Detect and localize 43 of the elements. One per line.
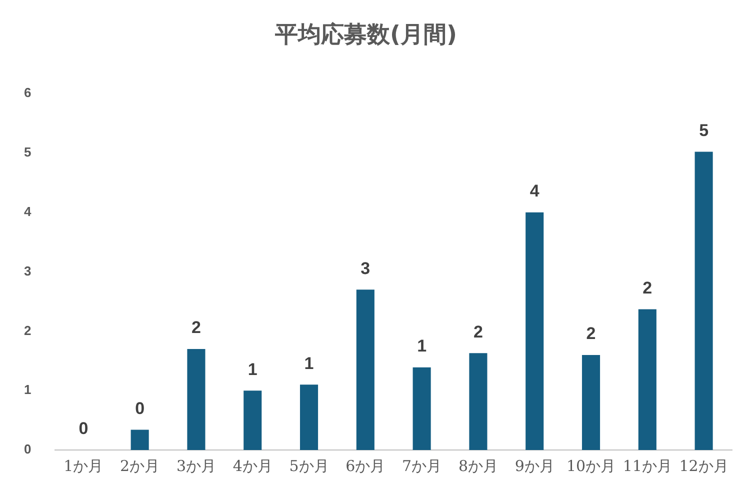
data-label: 2 [191, 318, 201, 338]
data-label: 2 [473, 322, 483, 342]
y-tick-label: 5 [24, 144, 32, 160]
bar [130, 430, 149, 450]
bar [582, 354, 600, 450]
y-tick-label: 4 [24, 204, 32, 219]
data-label: 4 [530, 182, 540, 201]
bar [244, 390, 262, 450]
bar [694, 152, 713, 450]
bar [526, 212, 544, 450]
bar [638, 309, 656, 450]
x-tick-label: 9か月 [514, 456, 554, 475]
x-tick-label: 6か月 [346, 456, 386, 475]
bar [356, 290, 374, 450]
data-label: 0 [135, 398, 145, 418]
x-tick-label: 8か月 [458, 456, 498, 475]
y-tick-label: 1 [24, 382, 32, 398]
x-tick-label: 10か月 [566, 456, 616, 475]
x-tick-label: 11か月 [622, 456, 672, 475]
bar [412, 367, 431, 450]
x-tick-label: 12か月 [679, 456, 728, 475]
data-label: 3 [360, 258, 370, 278]
bar [300, 384, 318, 450]
x-tick-label: 5か月 [289, 456, 329, 475]
bar [469, 353, 488, 450]
data-label: 1 [304, 354, 314, 373]
x-tick-label: 7か月 [402, 456, 442, 475]
data-label: 5 [699, 121, 709, 140]
x-tick-label: 4か月 [232, 456, 272, 475]
y-tick-label: 3 [24, 263, 32, 278]
chart-title: 平均応募数(月間) [274, 20, 458, 48]
data-label: 1 [417, 336, 427, 356]
x-tick-label: 2か月 [120, 456, 160, 475]
data-label: 1 [248, 360, 258, 379]
data-label: 2 [586, 324, 596, 344]
y-tick-label: 2 [24, 322, 32, 338]
x-tick-label: 3か月 [176, 456, 216, 475]
x-tick-label: 1か月 [64, 456, 104, 475]
data-label: 2 [642, 278, 652, 298]
data-label: 0 [78, 419, 88, 438]
y-tick-label: 6 [24, 85, 32, 100]
bar [187, 349, 206, 450]
y-tick-label: 0 [24, 442, 32, 457]
